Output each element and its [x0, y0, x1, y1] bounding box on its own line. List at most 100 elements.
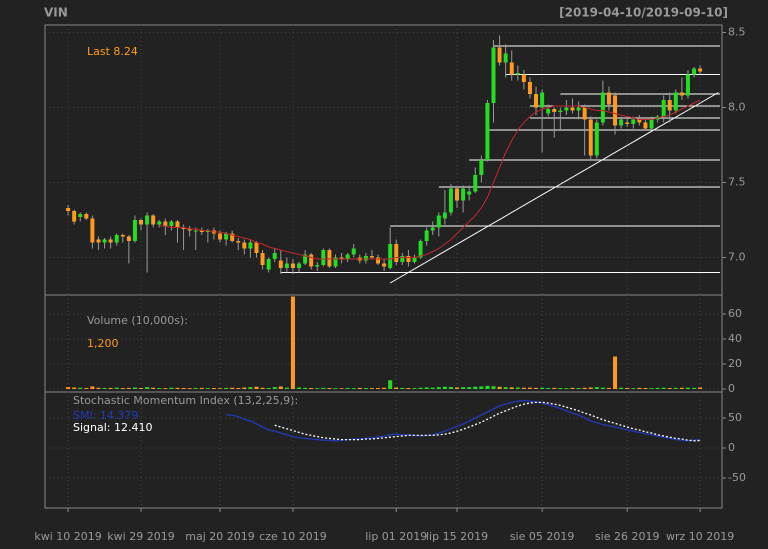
candle-body [485, 103, 490, 160]
candle-body [224, 233, 229, 240]
volume-bar [461, 387, 466, 389]
volume-bar [151, 387, 156, 389]
volume-title: Volume (10,000s): [87, 314, 188, 327]
candle-body [120, 235, 125, 237]
candle-body [661, 100, 666, 117]
candle-body [151, 215, 156, 225]
candle-body [400, 256, 405, 262]
volume-bar [339, 388, 344, 389]
volume-bar [540, 387, 545, 389]
candle-body [72, 211, 77, 222]
volume-bar [120, 388, 125, 389]
candle-body [558, 110, 563, 112]
candle-body [692, 68, 697, 75]
candle-body [376, 257, 381, 264]
last-label: Last 8.24 [87, 45, 138, 58]
candle-body [96, 239, 101, 243]
volume-bar [400, 387, 405, 389]
volume-bar [351, 388, 356, 389]
candle-body [491, 47, 496, 103]
candle-body [321, 250, 326, 265]
candle-body [412, 257, 417, 262]
candle-body [108, 239, 113, 243]
x-tick-label: lip 15 2019 [426, 530, 488, 543]
candle-body [619, 119, 624, 126]
candle-body [157, 221, 162, 225]
volume-bar [132, 387, 137, 389]
volume-bar [224, 387, 229, 389]
candle-body [685, 74, 690, 96]
volume-bar [254, 386, 259, 389]
volume-bar [649, 388, 654, 389]
volume-bar [424, 387, 429, 389]
volume-bar [527, 387, 532, 389]
volume-bar [661, 387, 666, 389]
volume-bar [309, 388, 314, 389]
y-tick-label: 8.0 [728, 101, 746, 114]
candle-body [461, 188, 466, 201]
volume-bar [667, 388, 672, 389]
volume-bar [625, 388, 630, 389]
volume-bar [345, 388, 350, 389]
volume-bar [418, 387, 423, 389]
candle-body [667, 100, 672, 111]
candle-body [631, 119, 636, 124]
volume-bar [78, 387, 83, 389]
candle-body [78, 214, 83, 217]
volume-bar [236, 388, 241, 389]
volume-bar [406, 388, 411, 389]
candle-body [132, 220, 137, 241]
volume-bar [552, 387, 557, 389]
candle-body [278, 260, 283, 268]
volume-bar [655, 387, 660, 389]
candle-body [339, 257, 344, 259]
volume-bar [199, 387, 204, 389]
candle-body [260, 253, 265, 265]
volume-bar [382, 387, 387, 389]
candle-body [303, 254, 308, 264]
candle-body [169, 221, 174, 226]
volume-bar [606, 387, 611, 389]
candle-body [333, 257, 338, 267]
volume-bar [126, 387, 131, 389]
candle-body [406, 256, 411, 262]
candle-body [236, 241, 241, 243]
volume-bar [588, 387, 593, 389]
candle-body [199, 230, 204, 232]
candle-body [363, 256, 368, 261]
candle-body [248, 242, 253, 249]
y-tick-label: 60 [728, 307, 742, 320]
y-tick-label: 50 [728, 411, 742, 424]
volume-bar [643, 388, 648, 389]
volume-bar [534, 387, 539, 389]
candle-body [139, 220, 144, 225]
candle-body [582, 107, 587, 120]
candle-body [497, 47, 502, 63]
volume-bar [685, 387, 690, 389]
volume-bar [72, 387, 77, 389]
legend-entry: Signal: 12.410 [73, 421, 152, 434]
volume-bar [175, 387, 180, 389]
volume-bar [278, 386, 283, 389]
candle-body [637, 119, 642, 123]
candle-body [679, 92, 684, 96]
volume-bar [467, 387, 472, 389]
volume-bar [363, 388, 368, 389]
volume-bar [108, 387, 113, 389]
candle-body [66, 208, 71, 211]
candle-body [284, 263, 289, 268]
candle-body [394, 244, 399, 262]
candle-body [218, 233, 223, 240]
candle-body [418, 241, 423, 258]
candle-body [230, 233, 235, 241]
volume-bar [218, 388, 223, 389]
candle-body [272, 253, 277, 259]
candle-body [290, 263, 295, 268]
volume-bar [613, 356, 618, 389]
x-tick-label: kwi 29 2019 [107, 530, 174, 543]
volume-bar [211, 388, 216, 389]
candle-body [388, 244, 393, 268]
volume-bar [558, 388, 563, 389]
volume-bar [193, 388, 198, 389]
volume-bar [436, 387, 441, 389]
